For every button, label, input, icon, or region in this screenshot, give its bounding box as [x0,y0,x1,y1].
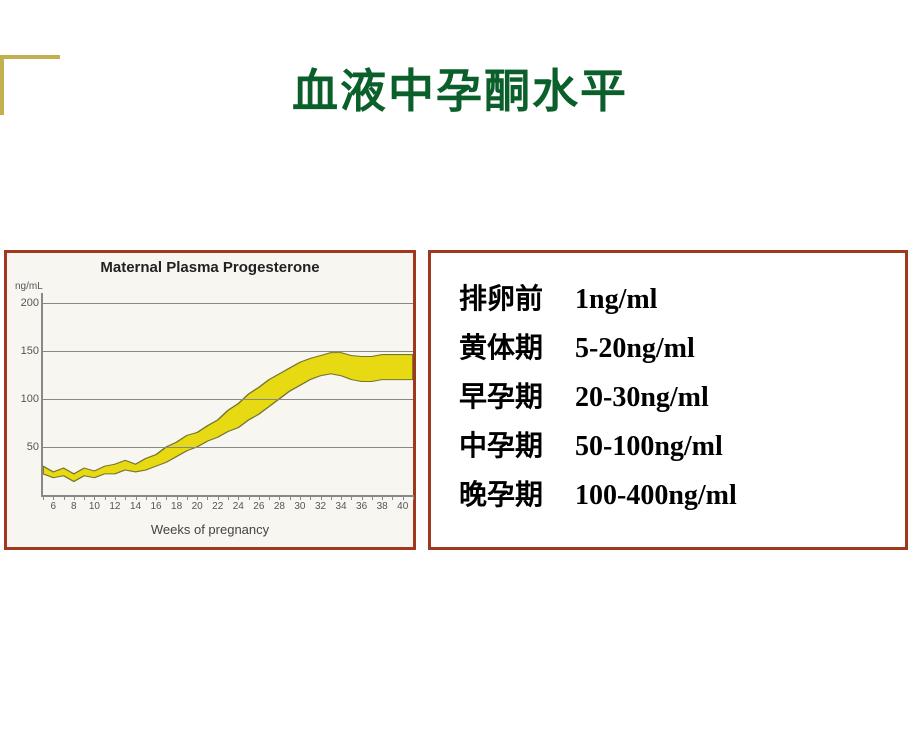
level-label: 排卵前 [459,275,555,324]
level-label: 晚孕期 [459,471,555,520]
x-tick [300,495,301,500]
y-tick-label: 100 [21,393,39,405]
table-row: 中孕期 50-100ng/ml [459,422,895,471]
x-tick-label: 28 [274,501,285,512]
chart-panel: Maternal Plasma Progesterone ng/mL 68101… [4,250,416,550]
plot-area: 6810121416182022242628303234363840 50100… [41,293,413,497]
x-tick-label: 14 [130,501,141,512]
x-tick [351,495,352,500]
x-tick-label: 40 [397,501,408,512]
x-tick-label: 36 [356,501,367,512]
x-tick-label: 20 [192,501,203,512]
x-tick-label: 34 [335,501,346,512]
x-tick [166,495,167,500]
levels-rows: 排卵前 1ng/ml 黄体期 5-20ng/ml 早孕期 20-30ng/ml 中孕期 50-… [459,275,895,520]
x-tick-label: 32 [315,501,326,512]
table-row: 早孕期 20-30ng/ml [459,373,895,422]
x-tick-label: 26 [253,501,264,512]
x-tick [53,495,54,500]
x-tick [321,495,322,500]
x-tick [413,495,414,500]
x-tick [115,495,116,500]
slide-title: 血液中孕酮水平 [0,55,920,121]
x-tick-label: 22 [212,501,223,512]
x-tick-label: 24 [233,501,244,512]
x-tick [259,495,260,500]
x-tick [136,495,137,500]
x-tick [146,495,147,500]
x-tick [228,495,229,500]
y-tick-label: 50 [27,441,39,453]
progesterone-band [43,353,413,482]
y-tick-label: 200 [21,297,39,309]
x-tick [218,495,219,500]
x-tick [105,495,106,500]
chart-title: Maternal Plasma Progesterone [11,259,409,276]
table-row: 黄体期 5-20ng/ml [459,324,895,373]
y-gridline [43,351,413,352]
x-tick-label: 38 [377,501,388,512]
x-tick [207,495,208,500]
x-tick [279,495,280,500]
level-value: 100-400ng/ml [575,471,737,520]
table-row: 晚孕期 100-400ng/ml [459,471,895,520]
level-value: 50-100ng/ml [575,422,723,471]
x-tick [331,495,332,500]
y-gridline [43,399,413,400]
x-tick [249,495,250,500]
y-axis-unit: ng/mL [15,281,43,292]
level-label: 黄体期 [459,324,555,373]
level-value: 5-20ng/ml [575,324,695,373]
x-tick [372,495,373,500]
y-tick-label: 150 [21,345,39,357]
x-axis-label: Weeks of pregnancy [7,522,413,537]
x-tick [290,495,291,500]
y-gridline [43,447,413,448]
x-tick-label: 10 [89,501,100,512]
x-tick-label: 16 [150,501,161,512]
level-label: 早孕期 [459,373,555,422]
table-row: 排卵前 1ng/ml [459,275,895,324]
x-tick [43,495,44,500]
content-row: Maternal Plasma Progesterone ng/mL 68101… [4,250,908,550]
x-tick [156,495,157,500]
x-tick [125,495,126,500]
x-tick [362,495,363,500]
x-tick [382,495,383,500]
levels-panel: 排卵前 1ng/ml 黄体期 5-20ng/ml 早孕期 20-30ng/ml 中孕期 50-… [428,250,908,550]
x-tick-label: 30 [294,501,305,512]
x-tick [269,495,270,500]
x-tick-label: 8 [71,501,77,512]
x-tick-label: 18 [171,501,182,512]
x-tick [197,495,198,500]
x-tick [392,495,393,500]
x-tick [403,495,404,500]
x-tick [187,495,188,500]
x-tick [94,495,95,500]
x-tick-label: 6 [50,501,56,512]
x-tick [64,495,65,500]
y-gridline [43,303,413,304]
level-label: 中孕期 [459,422,555,471]
level-value: 1ng/ml [575,275,657,324]
level-value: 20-30ng/ml [575,373,709,422]
area-chart-svg [43,293,413,495]
x-tick [74,495,75,500]
x-tick [177,495,178,500]
x-ticks: 6810121416182022242628303234363840 [43,495,413,499]
x-tick [310,495,311,500]
x-tick [341,495,342,500]
x-tick [84,495,85,500]
x-tick-label: 12 [109,501,120,512]
x-tick [238,495,239,500]
corner-accent [0,55,60,115]
